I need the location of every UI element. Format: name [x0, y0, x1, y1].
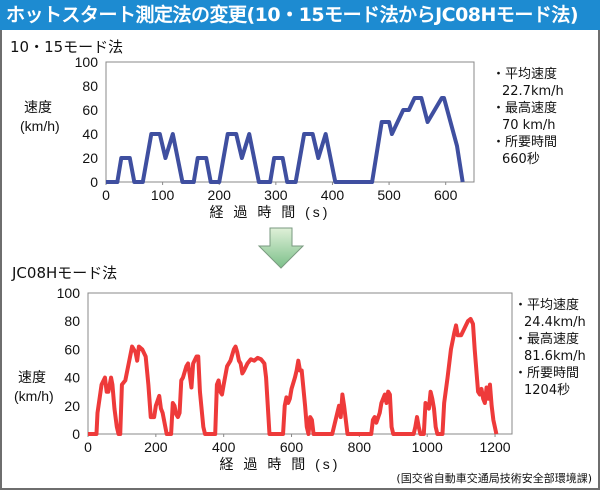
- y-tick-label: 20: [82, 150, 98, 166]
- x-tick-label: 600: [280, 439, 304, 455]
- info-value: 660秒: [502, 152, 540, 167]
- y-tick-label: 0: [72, 426, 80, 442]
- x-tick-label: 200: [208, 187, 232, 203]
- x-tick-label: 300: [264, 187, 288, 203]
- y-tick-label: 100: [57, 285, 81, 301]
- x-tick-label: 1200: [479, 439, 510, 455]
- info-label: ・所要時間: [514, 366, 580, 381]
- x-tick-label: 1000: [412, 439, 443, 455]
- x-tick-label: 0: [102, 187, 110, 203]
- info-1015: ・平均速度 22.7km/h ・最高速度 70 km/h ・所要時間 660秒: [492, 66, 564, 168]
- info-label: ・最高速度: [514, 332, 580, 347]
- source-note: (国交省自動車交通局技術安全部環境課): [396, 472, 592, 485]
- y-axis-label: 速度: [24, 99, 52, 115]
- x-tick-label: 400: [212, 439, 236, 455]
- info-value: 22.7km/h: [502, 84, 564, 99]
- x-tick-label: 100: [151, 187, 175, 203]
- y-tick-label: 0: [90, 174, 98, 190]
- x-tick-label: 500: [377, 187, 401, 203]
- chart-title-1015: 10・15モード法: [10, 38, 124, 56]
- series-line: [106, 96, 465, 184]
- info-label: ・所要時間: [492, 135, 558, 150]
- chart-title-jc08h: JC08Hモード法: [12, 264, 118, 282]
- y-tick-label: 20: [64, 398, 80, 414]
- y-tick-label: 80: [82, 78, 98, 94]
- x-tick-label: 200: [144, 439, 168, 455]
- y-axis-unit: (km/h): [20, 118, 60, 134]
- frame: [0, 30, 600, 490]
- page-title: ホットスタート測定法の変更(10・15モード法からJC08Hモード法): [0, 0, 600, 30]
- x-tick-label: 0: [84, 439, 92, 455]
- x-axis-label: 経 過 時 間 (s): [220, 456, 341, 472]
- y-axis-label: 速度: [18, 369, 46, 385]
- info-value: 70 km/h: [502, 118, 556, 133]
- info-value: 24.4km/h: [524, 315, 586, 330]
- y-tick-label: 80: [64, 313, 80, 329]
- info-jc08h: ・平均速度 24.4km/h ・最高速度 81.6km/h ・所要時間 1204秒: [514, 297, 586, 399]
- y-tick-label: 100: [75, 54, 99, 70]
- x-tick-label: 800: [348, 439, 372, 455]
- series-line: [88, 316, 499, 436]
- x-tick-label: 600: [434, 187, 458, 203]
- info-label: ・平均速度: [492, 67, 558, 82]
- info-label: ・平均速度: [514, 298, 580, 313]
- y-tick-label: 40: [82, 126, 98, 142]
- x-tick-label: 400: [321, 187, 345, 203]
- info-label: ・最高速度: [492, 101, 558, 116]
- info-value: 1204秒: [524, 383, 571, 398]
- y-tick-label: 60: [64, 341, 80, 357]
- y-tick-label: 40: [64, 370, 80, 386]
- x-axis-label: 経 過 時 間 (s): [210, 204, 331, 220]
- info-value: 81.6km/h: [524, 349, 586, 364]
- y-tick-label: 60: [82, 102, 98, 118]
- y-axis-unit: (km/h): [14, 388, 54, 404]
- down-arrow-icon: [257, 227, 305, 269]
- plot-area: [105, 61, 475, 183]
